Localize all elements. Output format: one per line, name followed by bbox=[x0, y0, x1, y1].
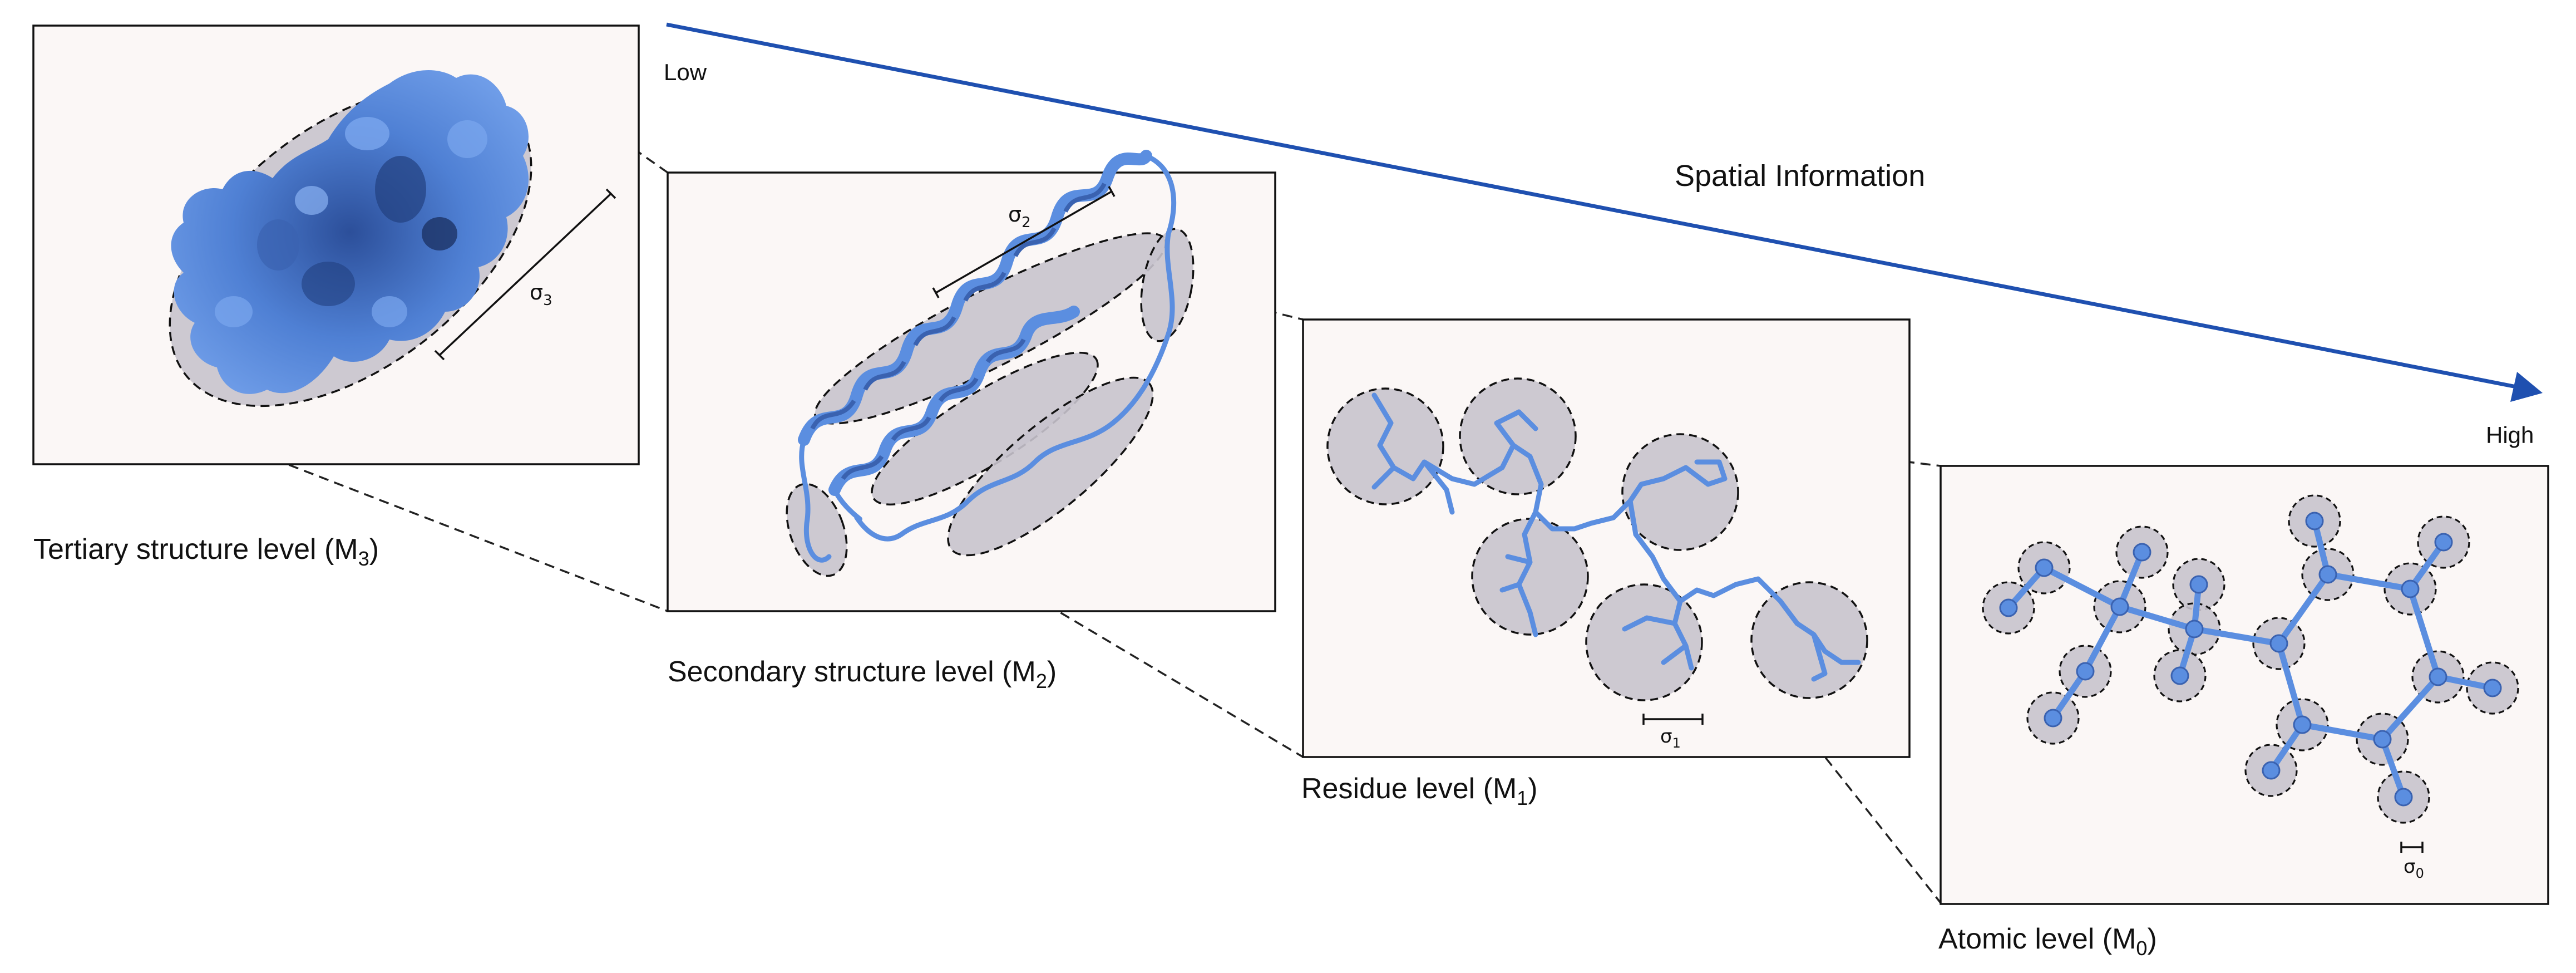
label-m2: Secondary structure level (M2) bbox=[668, 656, 1057, 692]
residue-chain bbox=[1371, 392, 1861, 682]
sigma3-scale-bar bbox=[438, 193, 612, 356]
panel-atomic: σ0 bbox=[1940, 465, 2549, 905]
sigma0-label: σ0 bbox=[2404, 856, 2424, 881]
panel-residue: σ1 bbox=[1302, 318, 1911, 758]
label-m1: Residue level (M1) bbox=[1301, 773, 1538, 809]
protein-surface bbox=[171, 70, 529, 394]
sigma1-label: σ1 bbox=[1660, 725, 1681, 751]
loop-envelope bbox=[947, 376, 1154, 557]
atoms bbox=[1999, 512, 2502, 807]
arrow-head bbox=[2510, 372, 2543, 402]
sigma2-label: σ2 bbox=[1008, 202, 1031, 231]
spatial-information-arrow bbox=[666, 22, 2543, 402]
sigma3-label: σ3 bbox=[530, 280, 552, 309]
turn-envelope bbox=[1140, 228, 1195, 342]
helix-ribbon-2-shade bbox=[841, 338, 1026, 480]
arrow-title: Spatial Information bbox=[1675, 159, 1925, 193]
residue-bead bbox=[1621, 433, 1739, 551]
residue-bead bbox=[1750, 581, 1868, 699]
coil-backbone bbox=[799, 153, 1177, 563]
residue-bead bbox=[1585, 583, 1703, 701]
panel-secondary: σ2 bbox=[667, 150, 1276, 612]
terminus-envelope bbox=[786, 483, 848, 577]
arrow-high-label: High bbox=[2486, 422, 2534, 448]
residue-bead bbox=[1459, 377, 1577, 495]
sigma2-scale-bar bbox=[935, 190, 1112, 294]
helix-ribbon-1-shade bbox=[810, 183, 1107, 430]
label-m3: Tertiary structure level (M3) bbox=[33, 533, 379, 570]
panel-tertiary: σ3 bbox=[32, 24, 640, 465]
residue-bead bbox=[1326, 387, 1444, 505]
helix2-envelope bbox=[871, 351, 1099, 506]
label-m0: Atomic level (M0) bbox=[1938, 923, 2157, 960]
arrow-low-label: Low bbox=[664, 59, 707, 85]
